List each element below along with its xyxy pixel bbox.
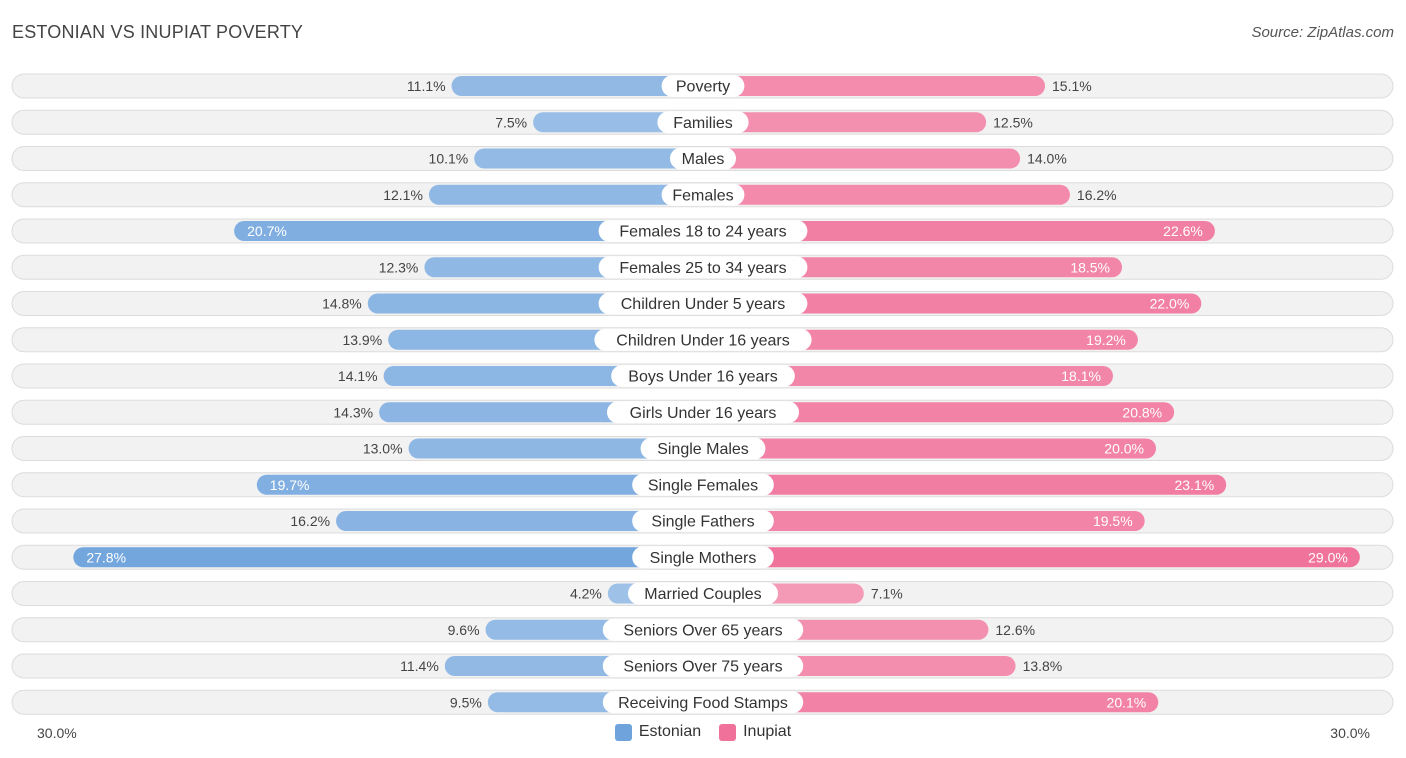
value-label-estonian: 14.1%: [338, 368, 378, 384]
bar-inupiat: [703, 439, 1156, 459]
value-label-inupiat: 23.1%: [1175, 477, 1215, 493]
category-label: Females 25 to 34 years: [619, 260, 786, 277]
legend-label-estonian: Estonian: [639, 723, 701, 741]
value-label-estonian: 20.7%: [247, 223, 287, 239]
bar-inupiat: [703, 547, 1360, 567]
legend-label-inupiat: Inupiat: [743, 723, 791, 741]
row-poverty: 11.1% 15.1% Poverty: [12, 74, 1393, 98]
category-label: Girls Under 16 years: [630, 405, 777, 422]
category-label: Seniors Over 65 years: [623, 622, 782, 639]
category-label: Children Under 16 years: [616, 332, 789, 349]
category-label: Single Females: [648, 477, 758, 494]
legend-item-estonian[interactable]: Estonian: [615, 723, 701, 741]
legend-swatch-inupiat: [719, 724, 736, 741]
value-label-estonian: 13.0%: [363, 441, 403, 457]
value-label-estonian: 19.7%: [270, 477, 310, 493]
row-married-couples: 4.2% 7.1% Married Couples: [12, 582, 1393, 606]
value-label-inupiat: 12.5%: [993, 114, 1033, 130]
bar-inupiat: [703, 185, 1070, 205]
value-label-inupiat: 12.6%: [995, 622, 1035, 638]
row-single-males: 13.0% 20.0% Single Males: [12, 437, 1393, 461]
category-label: Poverty: [676, 79, 730, 96]
bar-inupiat: [703, 149, 1020, 169]
row-girls-under-16-years: 14.3% 20.8% Girls Under 16 years: [12, 400, 1393, 424]
value-label-inupiat: 15.1%: [1052, 78, 1092, 94]
value-label-estonian: 27.8%: [86, 549, 126, 565]
chart: 11.1% 15.1%Poverty7.5% 12.5%Families10.1% 1…: [0, 0, 1406, 758]
value-label-estonian: 7.5%: [495, 114, 527, 130]
value-label-inupiat: 7.1%: [871, 586, 903, 602]
category-label: Males: [682, 151, 725, 168]
category-label: Females 18 to 24 years: [619, 224, 786, 241]
row-males: 10.1% 14.0% Males: [12, 147, 1393, 171]
legend-item-inupiat[interactable]: Inupiat: [719, 723, 791, 741]
row-seniors-over-75-years: 11.4% 13.8% Seniors Over 75 years: [12, 654, 1393, 678]
row-females-25-to-34-years: 12.3% 18.5% Females 25 to 34 years: [12, 255, 1393, 279]
value-label-inupiat: 14.0%: [1027, 151, 1067, 167]
value-label-estonian: 10.1%: [429, 151, 469, 167]
category-label: Children Under 5 years: [621, 296, 786, 313]
bar-inupiat: [703, 475, 1226, 495]
category-label: Seniors Over 75 years: [623, 659, 782, 676]
legend-swatch-estonian: [615, 724, 632, 741]
category-label: Receiving Food Stamps: [618, 695, 788, 712]
bar-estonian: [474, 149, 703, 169]
category-label: Boys Under 16 years: [628, 369, 777, 386]
value-label-estonian: 12.3%: [379, 259, 419, 275]
row-receiving-food-stamps: 9.5% 20.1% Receiving Food Stamps: [12, 690, 1393, 714]
value-label-estonian: 12.1%: [383, 187, 423, 203]
value-label-inupiat: 16.2%: [1077, 187, 1117, 203]
value-label-inupiat: 13.8%: [1023, 658, 1063, 674]
value-label-inupiat: 19.2%: [1086, 332, 1126, 348]
value-label-inupiat: 20.8%: [1122, 404, 1162, 420]
category-label: Families: [673, 115, 733, 132]
category-label: Single Fathers: [651, 514, 754, 531]
row-families: 7.5% 12.5% Families: [12, 110, 1393, 134]
value-label-inupiat: 22.6%: [1163, 223, 1203, 239]
bar-inupiat: [703, 76, 1045, 96]
row-single-fathers: 16.2% 19.5% Single Fathers: [12, 509, 1393, 533]
value-label-inupiat: 20.1%: [1107, 694, 1147, 710]
value-label-estonian: 16.2%: [290, 513, 330, 529]
value-label-inupiat: 29.0%: [1308, 549, 1348, 565]
value-label-inupiat: 19.5%: [1093, 513, 1133, 529]
value-label-estonian: 9.5%: [450, 694, 482, 710]
row-seniors-over-65-years: 9.6% 12.6% Seniors Over 65 years: [12, 618, 1393, 642]
row-single-mothers: 27.8% 29.0% Single Mothers: [12, 545, 1393, 569]
value-label-inupiat: 18.1%: [1061, 368, 1101, 384]
value-label-estonian: 9.6%: [448, 622, 480, 638]
row-boys-under-16-years: 14.1% 18.1% Boys Under 16 years: [12, 364, 1393, 388]
value-label-inupiat: 22.0%: [1150, 296, 1190, 312]
value-label-estonian: 11.1%: [407, 78, 446, 94]
value-label-inupiat: 18.5%: [1070, 259, 1110, 275]
value-label-estonian: 11.4%: [400, 658, 439, 674]
row-single-females: 19.7% 23.1% Single Females: [12, 473, 1393, 497]
row-females: 12.1% 16.2% Females: [12, 183, 1393, 207]
bar-estonian: [73, 547, 703, 567]
value-label-estonian: 14.3%: [333, 404, 373, 420]
value-label-estonian: 4.2%: [570, 586, 602, 602]
legend: Estonian Inupiat: [0, 723, 1406, 741]
row-children-under-5-years: 14.8% 22.0% Children Under 5 years: [12, 292, 1393, 316]
value-label-estonian: 13.9%: [342, 332, 382, 348]
category-label: Single Mothers: [650, 550, 757, 567]
row-children-under-16-years: 13.9% 19.2% Children Under 16 years: [12, 328, 1393, 352]
category-label: Females: [672, 187, 733, 204]
value-label-inupiat: 20.0%: [1104, 441, 1144, 457]
category-label: Single Males: [657, 441, 749, 458]
row-females-18-to-24-years: 20.7% 22.6% Females 18 to 24 years: [12, 219, 1393, 243]
value-label-estonian: 14.8%: [322, 296, 362, 312]
category-label: Married Couples: [644, 586, 761, 603]
